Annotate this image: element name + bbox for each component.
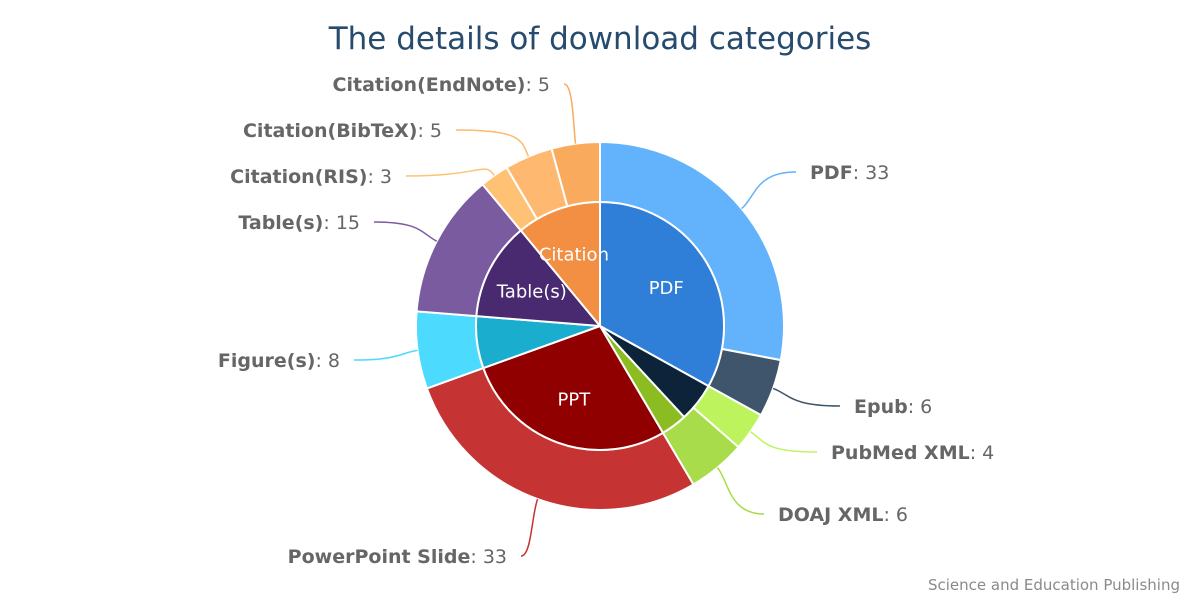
label-pdf: PDF: 33 xyxy=(810,162,889,184)
label-value-pubmed-xml: : 4 xyxy=(970,442,995,464)
inner-labels: PDF PPT Table(s) Citation xyxy=(496,245,684,411)
connector-citation-bibtex xyxy=(455,129,530,157)
label-pubmed-xml: PubMed XML: 4 xyxy=(831,442,994,464)
label-name-table-s: Table(s) xyxy=(238,212,323,234)
label-name-citation-ris: Citation(RIS) xyxy=(230,166,367,188)
label-value-powerpoint-slide: : 33 xyxy=(470,546,507,568)
label-figure-s: Figure(s): 8 xyxy=(218,350,340,372)
label-epub: Epub: 6 xyxy=(854,396,932,418)
inner-label-pdf: PDF xyxy=(649,278,684,299)
label-value-citation-bibtex: : 5 xyxy=(417,120,442,142)
connector-pubmed-xml xyxy=(750,431,818,453)
label-name-pubmed-xml: PubMed XML xyxy=(831,442,970,464)
connector-doaj-xml xyxy=(716,467,765,515)
label-value-pdf: : 33 xyxy=(853,162,890,184)
label-name-doaj-xml: DOAJ XML xyxy=(778,504,883,526)
chart-credit[interactable]: Science and Education Publishing xyxy=(928,576,1180,594)
label-value-citation-endnote: : 5 xyxy=(525,74,550,96)
label-value-doaj-xml: : 6 xyxy=(883,504,908,526)
label-name-citation-bibtex: Citation(BibTeX) xyxy=(243,120,417,142)
label-value-epub: : 6 xyxy=(908,396,933,418)
connector-pdf xyxy=(741,171,797,210)
label-powerpoint-slide: PowerPoint Slide: 33 xyxy=(288,546,507,568)
inner-label-citation: Citation xyxy=(539,245,609,266)
connector-citation-endnote xyxy=(563,83,577,144)
connector-powerpoint-slide xyxy=(520,498,539,557)
label-connectors xyxy=(353,83,841,557)
label-doaj-xml: DOAJ XML: 6 xyxy=(778,504,908,526)
label-citation-ris: Citation(RIS): 3 xyxy=(230,166,392,188)
inner-slice-pdf[interactable] xyxy=(599,200,725,388)
label-citation-endnote: Citation(EndNote): 5 xyxy=(333,74,550,96)
label-citation-bibtex: Citation(BibTeX): 5 xyxy=(243,120,442,142)
label-name-figure-s: Figure(s) xyxy=(218,350,316,372)
inner-label-ppt: PPT xyxy=(558,389,592,410)
inner-label-table-s: Table(s) xyxy=(496,282,567,303)
inner-pie xyxy=(475,200,725,451)
inner-slice-citation[interactable] xyxy=(519,200,601,329)
connector-figure-s xyxy=(353,349,418,361)
label-name-powerpoint-slide: PowerPoint Slide xyxy=(288,546,471,568)
label-table-s: Table(s): 15 xyxy=(238,212,360,234)
label-name-epub: Epub xyxy=(854,396,908,418)
chart-title: The details of download categories xyxy=(328,21,872,57)
connector-epub xyxy=(772,387,841,407)
label-value-citation-ris: : 3 xyxy=(367,166,392,188)
connector-citation-ris xyxy=(405,168,495,177)
inner-slice-ppt[interactable] xyxy=(482,324,665,451)
label-name-pdf: PDF xyxy=(810,162,853,184)
label-value-figure-s: : 8 xyxy=(315,350,340,372)
label-value-table-s: : 15 xyxy=(323,212,360,234)
inner-slice-table-s[interactable] xyxy=(475,229,603,328)
connector-table-s xyxy=(373,221,438,242)
label-name-citation-endnote: Citation(EndNote) xyxy=(333,74,526,96)
